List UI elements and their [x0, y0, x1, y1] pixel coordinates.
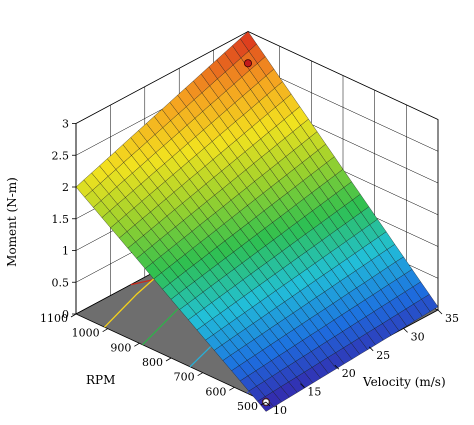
rpm-tick-mark: [70, 313, 77, 318]
rpm-tick-label: 600: [205, 385, 226, 398]
z-tick-label: 0.5: [52, 276, 70, 289]
z-axis-ticks: 3 2.5 2 1.5 1 0.5 0: [52, 118, 77, 321]
z-tick-label: 1.5: [52, 213, 70, 226]
z-tick-label: 1: [62, 245, 69, 258]
rpm-tick-label: 800: [142, 356, 163, 369]
velocity-tick-label: 20: [342, 367, 356, 380]
response-surface: [75, 31, 439, 412]
velocity-tick-label: 25: [376, 349, 390, 362]
rpm-tick-label: 1000: [72, 327, 100, 340]
velocity-tick-mark: [403, 328, 408, 333]
rpm-tick-label: 900: [110, 341, 131, 354]
z-tick-label: 3: [62, 118, 69, 131]
rpm-tick-mark: [229, 386, 235, 391]
rpm-tick-mark: [260, 401, 267, 406]
velocity-axis-label: Velocity (m/s): [362, 375, 446, 389]
rpm-tick-mark: [165, 357, 172, 362]
velocity-tick-mark: [368, 346, 374, 352]
velocity-tick-label: 15: [307, 386, 321, 399]
surface-cell: [239, 31, 257, 52]
velocity-tick-label: 10: [273, 404, 287, 417]
rpm-tick-mark: [134, 342, 140, 347]
rpm-tick-label: 1100: [40, 312, 68, 325]
design-point: [243, 59, 252, 68]
velocity-tick-mark: [334, 364, 340, 370]
velocity-tick-mark: [300, 383, 305, 388]
velocity-tick-label: 30: [411, 330, 425, 343]
velocity-tick-label: 35: [445, 312, 459, 325]
z-axis-label: Moment (N-m): [5, 177, 19, 267]
rpm-tick-mark: [197, 372, 203, 377]
rpm-axis-label: RPM: [86, 373, 115, 387]
velocity-axis-ticks: 10 15 20 25 30 35: [265, 309, 459, 417]
z-tick-label: 0: [62, 308, 69, 321]
z-tick-label: 2: [62, 181, 69, 194]
velocity-tick-mark: [437, 309, 443, 315]
rpm-tick-mark: [102, 328, 108, 333]
velocity-tick-mark: [265, 401, 271, 407]
rpm-tick-label: 700: [174, 371, 195, 384]
rpm-axis-ticks: 1100 1000 900 800 700 600 500: [40, 312, 267, 413]
z-tick-label: 2.5: [52, 149, 70, 162]
rpm-tick-label: 500: [237, 400, 258, 413]
